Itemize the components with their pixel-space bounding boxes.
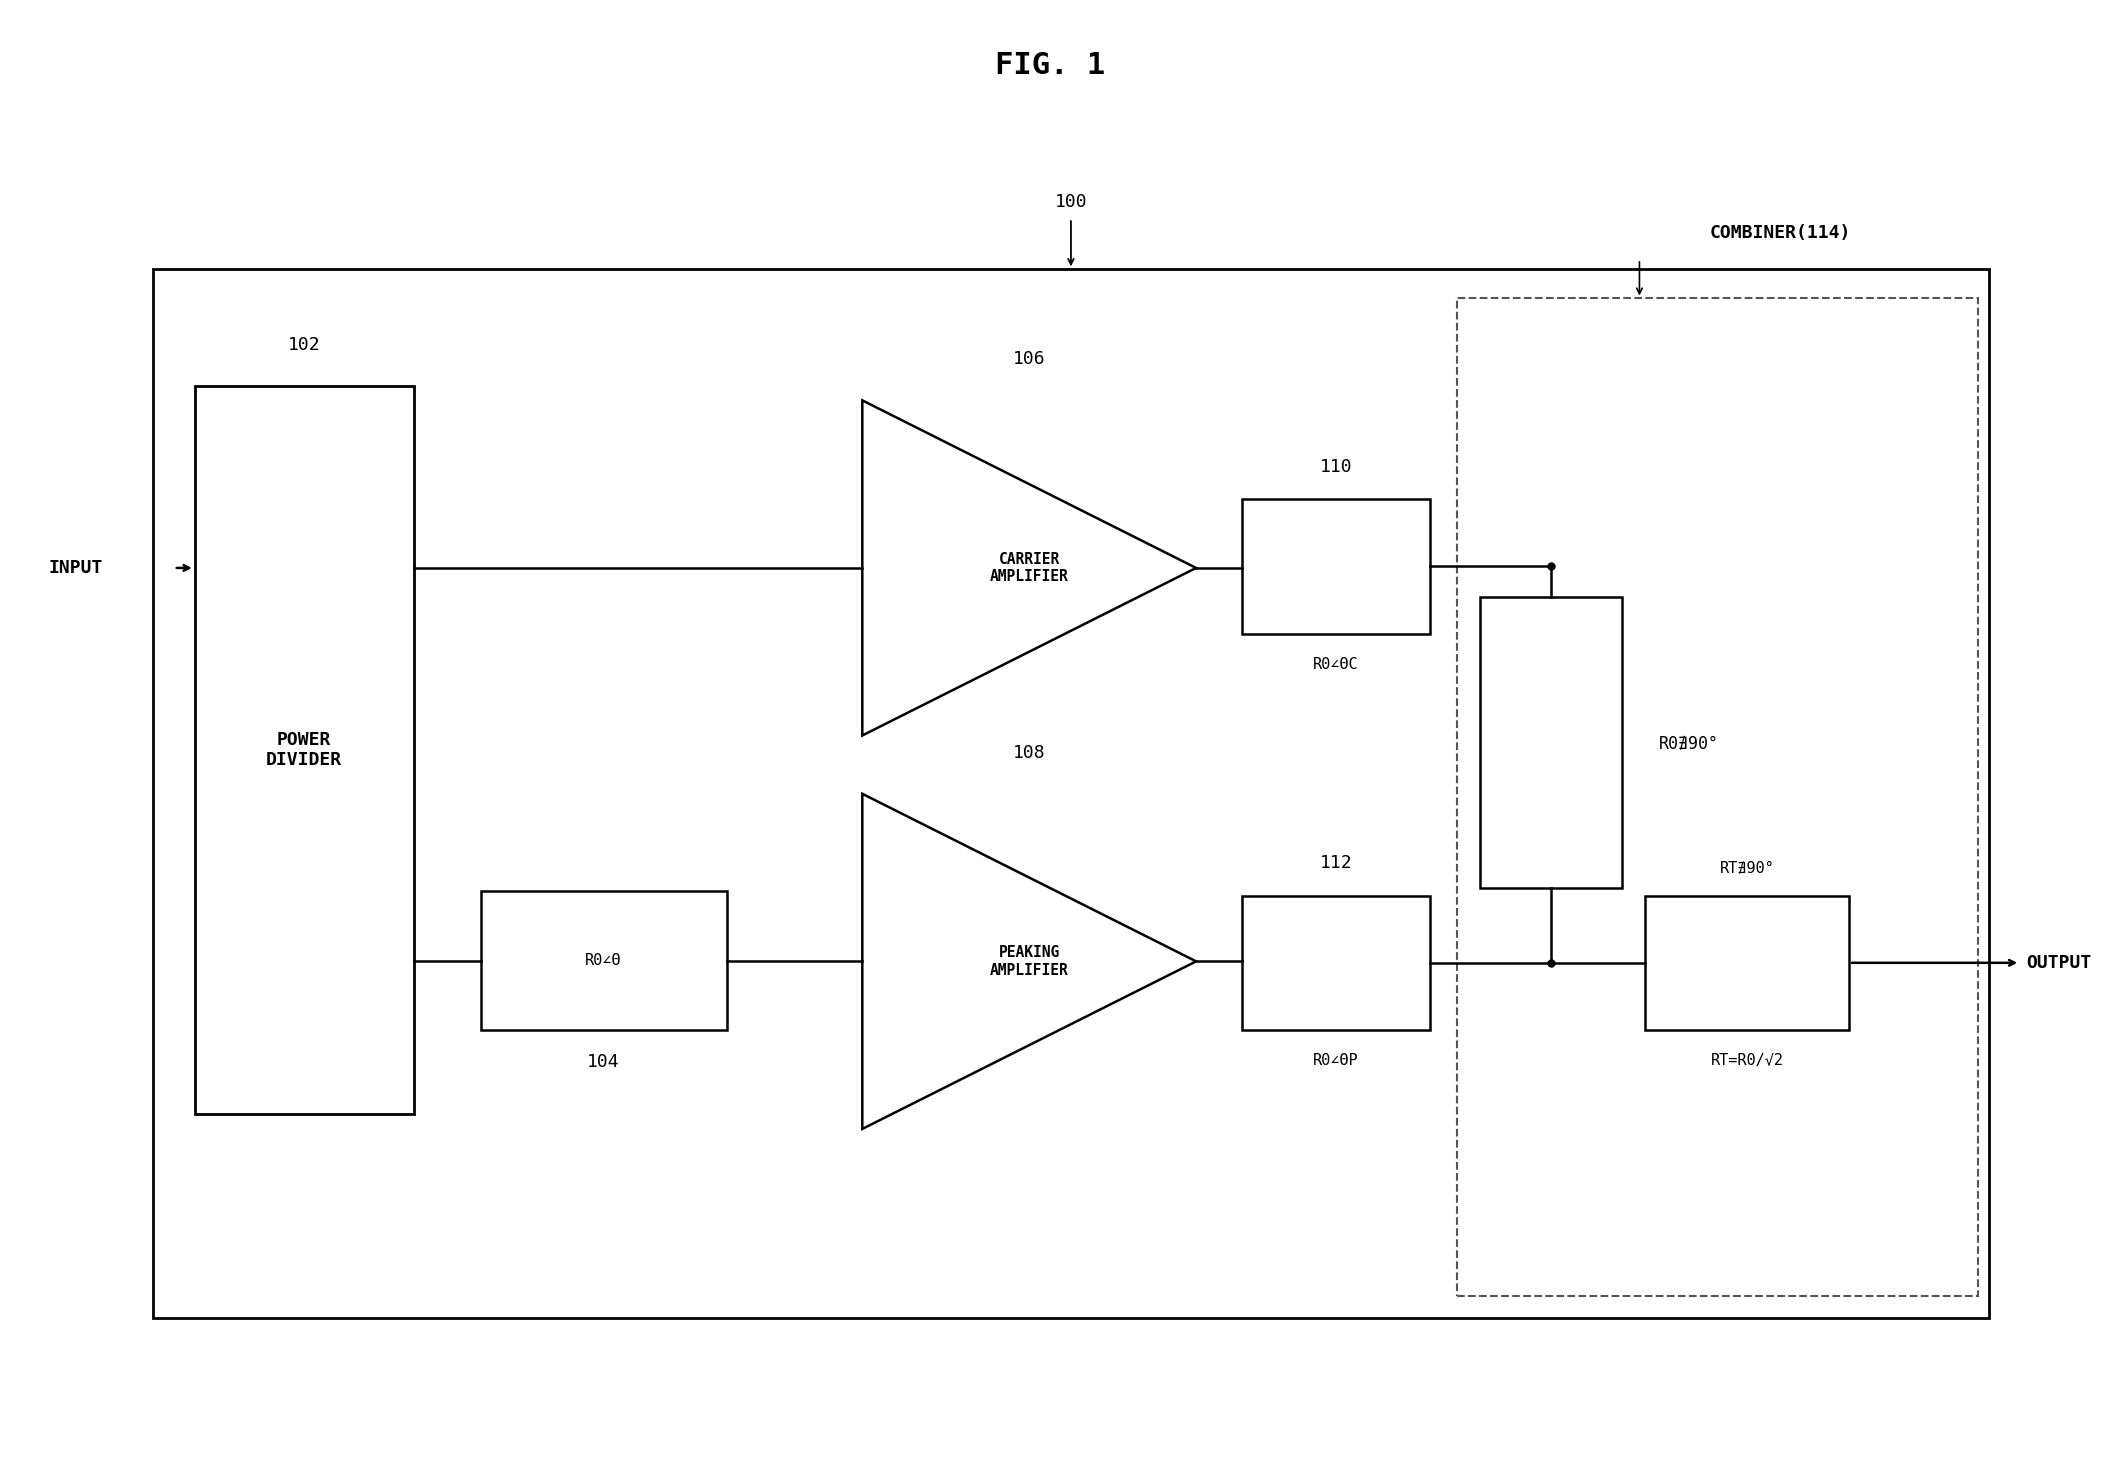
- Polygon shape: [862, 794, 1196, 1128]
- Bar: [194, 385, 414, 1115]
- Text: 104: 104: [587, 1053, 619, 1071]
- Text: 106: 106: [1012, 350, 1046, 368]
- Text: RT∄90°: RT∄90°: [1720, 861, 1775, 875]
- Text: PEAKING
AMPLIFIER: PEAKING AMPLIFIER: [989, 946, 1069, 978]
- Text: FIG. 1: FIG. 1: [995, 50, 1105, 79]
- Text: R0∄90°: R0∄90°: [1659, 734, 1720, 752]
- Text: RT=R0/√2: RT=R0/√2: [1709, 1053, 1783, 1068]
- Text: CARRIER
AMPLIFIER: CARRIER AMPLIFIER: [989, 552, 1069, 584]
- Text: 108: 108: [1012, 744, 1046, 762]
- Text: R0∠ΘP: R0∠ΘP: [1312, 1053, 1359, 1068]
- Bar: [1242, 896, 1431, 1030]
- Text: OUTPUT: OUTPUT: [2026, 953, 2092, 972]
- Text: COMBINER(114): COMBINER(114): [1709, 224, 1851, 241]
- Polygon shape: [862, 400, 1196, 736]
- Text: 110: 110: [1321, 457, 1352, 477]
- Bar: [1479, 597, 1621, 888]
- Text: INPUT: INPUT: [49, 559, 104, 577]
- Bar: [1242, 500, 1431, 634]
- Text: R0∠Θ: R0∠Θ: [585, 953, 621, 968]
- Text: 112: 112: [1321, 855, 1352, 872]
- Text: R0∠ΘC: R0∠ΘC: [1312, 658, 1359, 672]
- Text: 102: 102: [287, 335, 321, 353]
- Text: 100: 100: [1054, 193, 1088, 210]
- Bar: [1644, 896, 1849, 1030]
- Bar: [152, 269, 1988, 1318]
- Bar: [480, 891, 727, 1030]
- Text: POWER
DIVIDER: POWER DIVIDER: [266, 731, 342, 769]
- Bar: [1456, 299, 1978, 1296]
